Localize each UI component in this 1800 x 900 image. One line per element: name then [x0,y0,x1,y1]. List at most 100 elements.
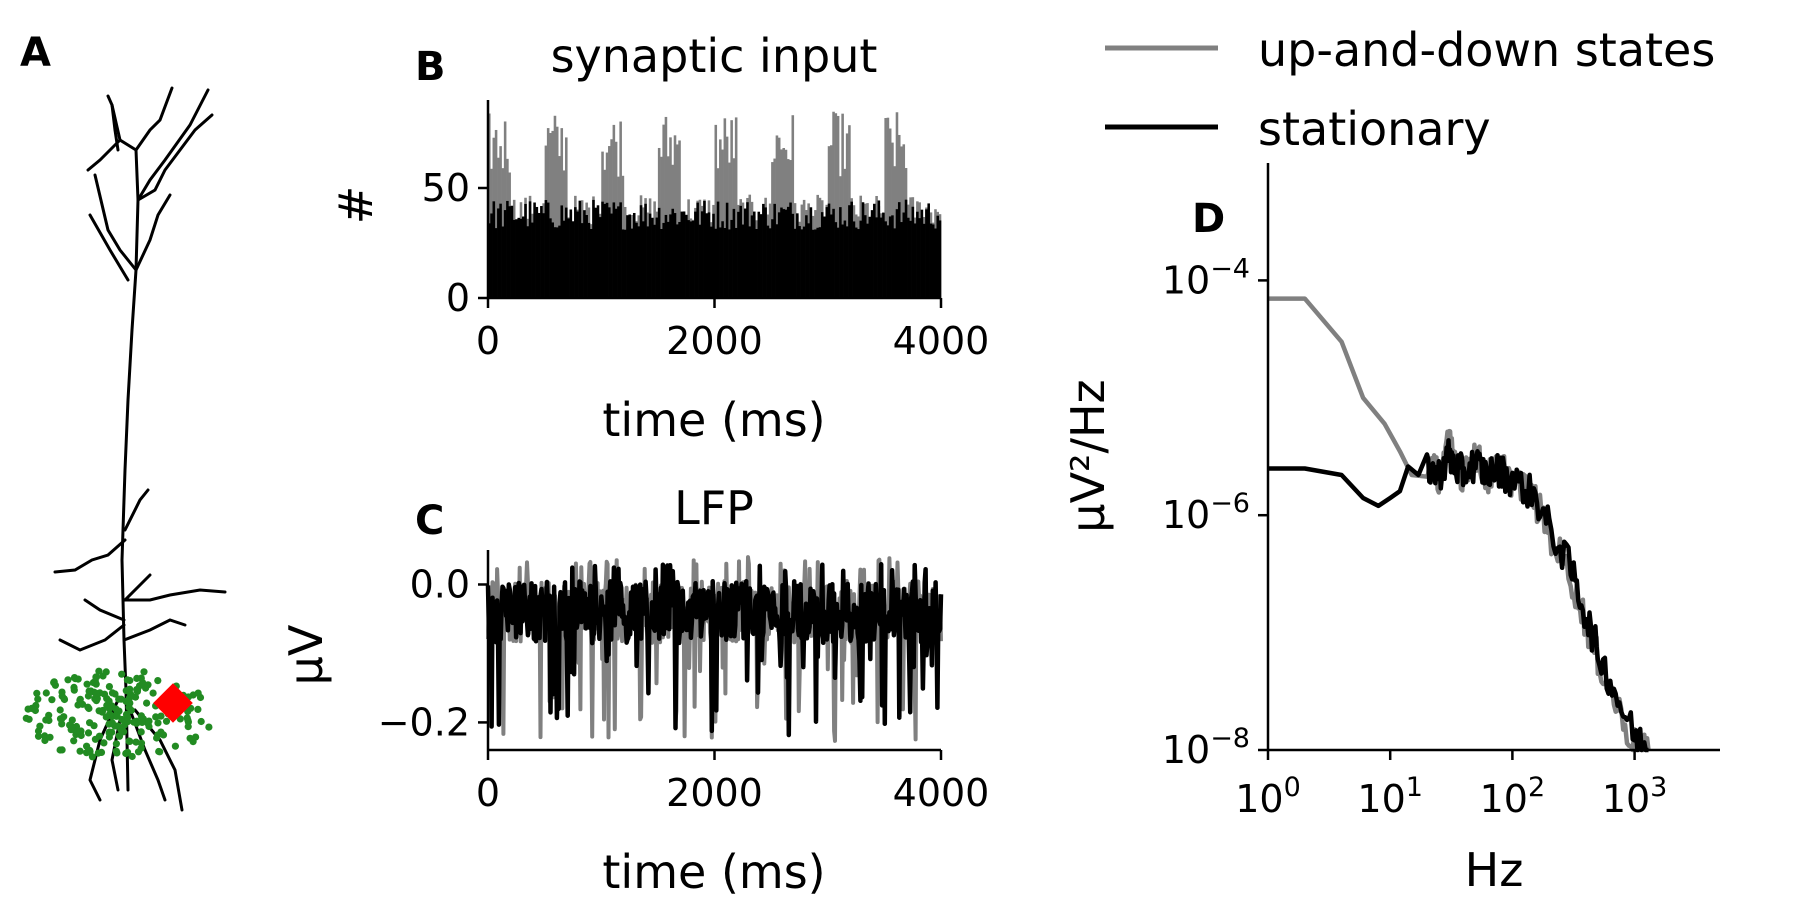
panel-b-histogram: 0 2000 4000 0 50 synaptic input time (ms) # [329,29,989,447]
histogram-bar-black [689,221,693,298]
synapse-dot [157,712,165,720]
histogram-bar-black [567,218,570,298]
synapse-dot [108,719,116,727]
histogram-bar-black [700,211,704,298]
histogram-bar-black [669,214,672,298]
histogram-bar-black [628,214,631,298]
synapse-dot [133,674,141,683]
synapse-dot [92,689,100,697]
histogram-bar-black [882,212,885,298]
synapse-dot [84,729,93,737]
synapse-dot [143,699,151,707]
histogram-bar-black [800,229,804,298]
synapse-dot [124,713,132,722]
histogram-bar-black [893,228,896,298]
histogram-bar-black [644,203,647,298]
synapse-dot [91,735,99,743]
histogram-bar-gray [553,115,557,298]
histogram-bar-black [757,211,761,298]
histogram-bar-black [517,217,521,298]
b-ytick-label: 0 [446,276,470,320]
b-xlabel: time (ms) [602,393,825,447]
histogram-bar-gray [551,130,554,298]
panel-d-letter: D [1192,196,1225,242]
histogram-bar-black [492,201,496,298]
synapse-dot [137,712,145,720]
synapse-dot [113,749,121,757]
histogram-bar-black [553,227,557,298]
synapse-dot [132,738,140,746]
histogram-bar-black [845,226,849,298]
histogram-bar-black [603,203,607,298]
histogram-bar-black [780,207,783,298]
synapse-dot [64,676,72,684]
histogram-bar-black [651,217,654,298]
histogram-bar-black [866,223,869,298]
synapse-dot [100,739,108,747]
synapse-dot [108,689,117,697]
histogram-bar-gray [884,118,887,298]
histogram-bar-black [777,212,781,298]
histogram-bar-black [678,221,681,298]
panel-d-psd: 100 101 102 103 10−4 10−6 10−8 Hz μV²/Hz [1061,163,1720,897]
histogram-bar-black [632,212,636,298]
histogram-bar-black [635,222,638,298]
histogram-bar-black [687,220,690,298]
histogram-bar-black [630,228,634,298]
synapse-dot [124,748,132,756]
synapse-dot [171,742,179,750]
histogram-bar-gray [494,129,498,298]
histogram-bar-black [560,205,564,298]
histogram-bar-black [784,209,788,298]
legend: up-and-down states stationary [1105,23,1715,156]
synapse-dot [124,698,132,706]
histogram-bar-black [592,199,595,298]
histogram-bar-black [662,222,665,298]
histogram-bar-black [725,202,729,298]
histogram-bar-black [854,227,858,298]
histogram-bar-black [911,206,915,298]
histogram-bar-black [789,202,792,298]
histogram-bar-black [596,205,600,298]
histogram-bar-gray [488,113,491,298]
histogram-bar-black [805,215,808,298]
panel-b-letter: B [415,44,446,90]
histogram-bar-black [531,222,534,298]
histogram-bar-black [732,208,736,298]
synapse-dot [134,686,142,694]
histogram-bar-black [565,207,568,298]
histogram-bar-black [741,224,745,298]
histogram-bar-gray [503,121,507,298]
histogram-bar-gray [730,120,733,298]
histogram-bar-black [709,226,713,298]
panel-c-letter: C [415,498,444,544]
histogram-bar-black [775,224,779,298]
histogram-bar-black [544,200,548,298]
histogram-bar-black [814,229,817,298]
panel-a-letter: A [20,30,51,76]
synapse-dot [70,674,79,682]
oblique-branch [123,573,152,602]
histogram-bar-black [834,222,838,298]
synapse-dot [85,687,93,695]
histogram-bar-black [707,212,711,298]
c-xlabel: time (ms) [602,845,825,899]
histogram-bar-black [820,212,824,298]
histogram-bar-black [773,203,776,298]
histogram-bar-black [796,213,799,298]
histogram-bar-black [673,213,677,298]
synapse-dot [145,717,153,725]
histogram-bar-black [574,207,577,298]
histogram-bar-black [907,217,910,298]
panel-c-lfp: 0 2000 4000 0.0 −0.2 LFP time (ms) μV [279,481,989,899]
oblique-branch [122,618,187,642]
histogram-bar-gray [555,126,559,299]
histogram-bar-black [843,220,847,298]
histogram-bar-black [501,226,505,298]
histogram-bar-black [569,209,573,298]
synapse-dot [88,753,96,761]
histogram-bar-black [791,213,795,298]
apical-tuft-branch [134,86,174,152]
basal-synapses [22,667,213,761]
histogram-bar-black [841,224,844,298]
